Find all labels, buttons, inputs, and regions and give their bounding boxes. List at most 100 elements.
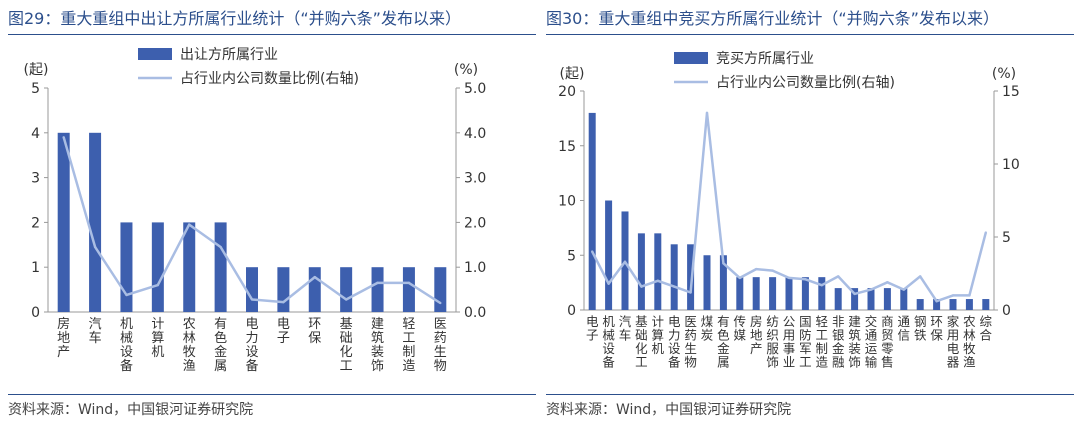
line-point [968, 294, 971, 297]
bar [818, 277, 826, 310]
bar [246, 267, 258, 312]
bar [340, 267, 353, 312]
x-tick-label: 机械设备 [602, 314, 615, 370]
source-note-fig30: 资料来源：Wind，中国银河证券研究院 [546, 402, 792, 418]
y-tick-label-right: 3.0 [464, 171, 486, 187]
x-tick-label: 商贸零售 [881, 314, 894, 370]
x-tick-label: 汽车 [619, 314, 632, 343]
line-point [738, 276, 741, 280]
line-series [591, 111, 988, 303]
bar [588, 112, 596, 311]
y-axis-label-left: (起) [560, 66, 585, 82]
line-point [804, 278, 807, 281]
x-tick-label: 有色金属 [214, 317, 227, 374]
line-point [250, 298, 254, 301]
line-point [837, 275, 840, 278]
legend-bar-swatch [138, 48, 172, 60]
bar [183, 222, 196, 312]
line-point [656, 279, 659, 282]
y-tick-label-right: 1.0 [464, 260, 486, 276]
x-tick-label: 建筑装饰 [371, 317, 384, 374]
bar [120, 222, 133, 312]
line-point [407, 281, 411, 285]
y-axis-label-right: (%) [454, 62, 478, 78]
y-tick-label-left: 2 [31, 215, 40, 231]
x-tick-label: 轻工制造 [402, 317, 415, 374]
line-point [689, 291, 692, 294]
bar [982, 299, 990, 310]
line-point [93, 245, 97, 249]
line-point [673, 285, 676, 288]
x-tick-label: 建筑装饰 [848, 314, 861, 370]
line-point [313, 275, 316, 279]
legend-line-label: 占行业内公司数量比例(右轴) [716, 75, 895, 91]
title-rule-fig30 [546, 34, 1074, 35]
bar [916, 299, 924, 310]
line-point [282, 300, 285, 304]
x-tick-label: 房地产 [750, 314, 763, 356]
title-rule-fig29 [8, 34, 536, 35]
line-point [787, 276, 791, 280]
bar [605, 200, 613, 310]
source-rule-fig29 [8, 394, 536, 395]
y-tick-label-right: 0.0 [464, 305, 486, 321]
source-rule-fig30 [546, 394, 1074, 395]
line-point [156, 283, 160, 287]
line-point [439, 301, 442, 305]
line-point [820, 283, 823, 287]
y-tick-label-left: 15 [558, 139, 576, 155]
x-tick-label: 房地产 [57, 316, 70, 360]
chart-panel-fig29: 图29：重大重组中出让方所属行业统计（“并购六条”发布以来） 0 1 2 3 4 5 0.0… [8, 0, 536, 426]
bar [434, 267, 447, 312]
source-note-fig29: 资料来源：Wind，中国银河证券研究院 [8, 402, 254, 418]
bar [719, 255, 727, 310]
x-tick-label: 家用电器 [947, 314, 960, 370]
line-point [755, 267, 758, 271]
line-point [188, 223, 191, 226]
y-tick-label-right: 4.0 [464, 126, 486, 142]
y-tick-label-left: 0 [567, 303, 576, 319]
x-tick-label: 轻工制造 [816, 314, 829, 370]
line-point [62, 136, 65, 139]
legend-bar-swatch [674, 52, 708, 64]
bar [785, 277, 793, 310]
line-point [376, 281, 379, 285]
bar [769, 277, 777, 310]
line-point [853, 292, 856, 296]
bar [883, 288, 891, 310]
line-point [640, 285, 643, 288]
bar [687, 244, 695, 310]
bar [752, 277, 760, 310]
y-tick-label-right: 15 [1002, 84, 1020, 100]
line-point [125, 293, 128, 297]
line-point [919, 275, 922, 278]
line-point [951, 294, 955, 297]
y-tick-label-left: 10 [558, 194, 576, 210]
bar [900, 288, 908, 310]
bar [654, 233, 662, 310]
bar [277, 267, 290, 312]
x-tick-label: 电力设备 [668, 314, 681, 370]
y-tick-label-left: 5 [31, 81, 40, 97]
y-tick-label-left: 5 [567, 248, 576, 264]
bar [308, 267, 321, 312]
x-tick-label: 农林牧渔 [963, 314, 976, 370]
bar [89, 132, 102, 312]
bar [834, 288, 842, 310]
bar [57, 132, 70, 312]
x-tick-label: 机械设备 [120, 317, 133, 374]
y-tick-label-right: 5 [1002, 230, 1011, 246]
x-tick-label: 医药生物 [434, 317, 447, 374]
bar [736, 277, 744, 310]
bar [851, 288, 859, 310]
line-point [219, 245, 222, 249]
x-tick-label: 综合 [980, 314, 993, 343]
line-point [771, 269, 774, 272]
x-tick-label: 煤炭 [701, 314, 714, 343]
chart-panel-fig30: 图30：重大重组中竞买方所属行业统计（“并购六条”发布以来） 0 5 10 15 20 0… [546, 0, 1074, 426]
line-point [623, 260, 627, 264]
x-tick-label: 电子 [586, 314, 599, 343]
x-tick-label: 交通运输 [865, 314, 878, 370]
y-tick-label-right: 10 [1002, 157, 1020, 173]
bar [402, 267, 415, 312]
